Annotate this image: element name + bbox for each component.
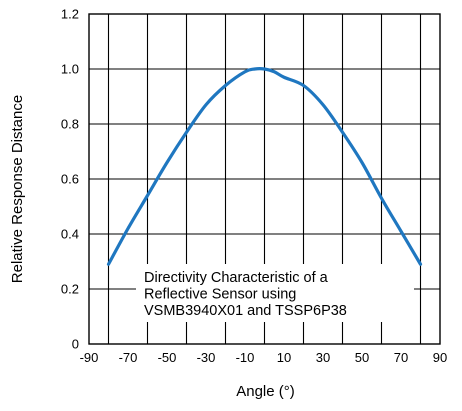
x-tick-label: 70 [394, 350, 408, 365]
x-tick-label: 50 [355, 350, 369, 365]
y-axis-label: Relative Response Distance [9, 95, 26, 283]
x-tick-label: -50 [158, 350, 177, 365]
series-layer [106, 67, 423, 266]
annotation-line: Reflective Sensor using [144, 287, 296, 303]
x-tick-label: 90 [433, 350, 447, 365]
annotation-background [136, 264, 414, 322]
x-tick-label: -30 [197, 350, 216, 365]
x-tick-labels: -90 -70 -50 -30 -10 10 30 50 70 90 [80, 350, 448, 365]
y-tick-label: 0.2 [61, 282, 79, 297]
y-tick-label: 1.0 [61, 62, 79, 77]
x-tick-label: 30 [316, 350, 330, 365]
annotation-line: VSMB3940X01 and TSSP6P38 [144, 303, 347, 319]
annotation-box: Directivity Characteristic of aReflectiv… [136, 264, 414, 322]
x-tick-label: -90 [80, 350, 99, 365]
x-axis-label: Angle (°) [236, 383, 295, 400]
x-tick-label: -10 [236, 350, 255, 365]
x-tick-label: 10 [277, 350, 291, 365]
y-tick-label: 1.2 [61, 7, 79, 22]
annotation-line: Directivity Characteristic of a [144, 270, 329, 286]
y-tick-labels: 0 0.2 0.4 0.6 0.8 1.0 1.2 [61, 7, 79, 352]
plot-frame [88, 13, 441, 345]
y-tick-label: 0.8 [61, 117, 79, 132]
y-tick-label: 0.6 [61, 172, 79, 187]
y-tick-label: 0 [72, 337, 79, 352]
y-tick-label: 0.4 [61, 227, 79, 242]
x-tick-label: -70 [119, 350, 138, 365]
